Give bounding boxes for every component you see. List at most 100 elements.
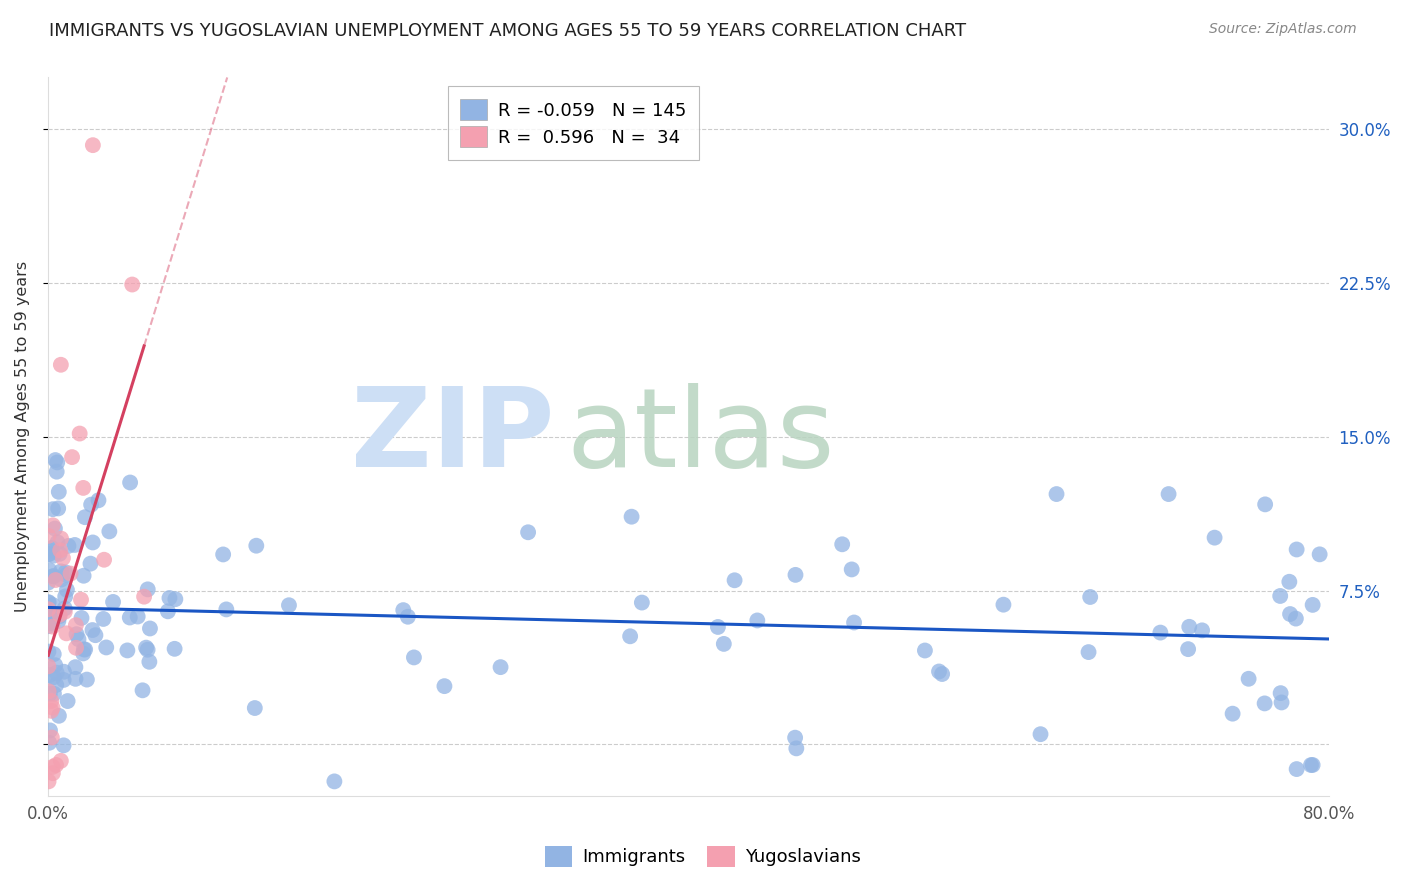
Point [75,642,97,657]
Point [44,658,66,673]
Point [1299,758,1322,772]
Point [1270,695,1292,709]
Point [37,644,59,658]
Y-axis label: Unemployment Among Ages 55 to 59 years: Unemployment Among Ages 55 to 59 years [15,261,30,612]
Point [37,659,59,673]
Point [42,569,65,583]
Point [785,567,807,582]
Point [38,612,60,626]
Point [212,548,235,562]
Point [723,574,745,588]
Point [70,611,93,625]
Point [1191,624,1213,638]
Point [72,481,94,495]
Point [120,475,142,490]
Point [785,741,807,756]
Point [41,731,63,745]
Point [993,598,1015,612]
Point [45,678,67,692]
Point [65,672,87,686]
Point [245,539,267,553]
Point [45,665,67,680]
Point [55,568,77,582]
Point [136,582,159,597]
Legend: R = -0.059   N = 145, R =  0.596   N =  34: R = -0.059 N = 145, R = 0.596 N = 34 [447,87,699,160]
Point [489,660,512,674]
Point [1270,686,1292,700]
Point [1309,547,1331,561]
Point [49,565,72,579]
Point [44,607,66,622]
Point [46,455,69,469]
Point [82,138,104,153]
Point [38,595,60,609]
Point [1285,611,1308,625]
Point [49,532,72,546]
Point [631,596,654,610]
Point [1285,762,1308,776]
Point [402,650,425,665]
Point [67,632,90,647]
Point [39,723,62,738]
Point [48,708,70,723]
Point [37,529,59,543]
Text: IMMIGRANTS VS YUGOSLAVIAN UNEMPLOYMENT AMONG AGES 55 TO 59 YEARS CORRELATION CHA: IMMIGRANTS VS YUGOSLAVIAN UNEMPLOYMENT A… [49,22,966,40]
Point [56,582,79,597]
Point [73,510,96,524]
Point [65,618,87,632]
Point [127,609,149,624]
Point [136,642,159,657]
Point [39,616,62,631]
Point [48,547,70,561]
Point [93,553,115,567]
Point [45,758,67,772]
Point [139,622,162,636]
Point [53,665,76,679]
Point [87,493,110,508]
Point [65,640,87,655]
Point [38,563,60,577]
Point [46,535,69,549]
Point [55,626,77,640]
Point [118,610,141,624]
Point [58,539,80,553]
Point [1222,706,1244,721]
Point [163,641,186,656]
Point [841,562,863,576]
Point [73,642,96,657]
Point [41,620,63,634]
Point [1237,672,1260,686]
Point [38,736,60,750]
Point [42,549,65,563]
Point [48,614,70,628]
Point [42,518,65,533]
Point [37,605,59,619]
Point [79,557,101,571]
Point [53,605,76,619]
Point [396,609,419,624]
Point [84,628,107,642]
Point [69,426,91,441]
Point [96,640,118,655]
Legend: Immigrants, Yugoslavians: Immigrants, Yugoslavians [537,838,869,874]
Point [70,592,93,607]
Point [243,701,266,715]
Point [51,573,73,587]
Point [1029,727,1052,741]
Point [517,525,540,540]
Text: Source: ZipAtlas.com: Source: ZipAtlas.com [1209,22,1357,37]
Point [42,687,65,701]
Point [42,670,65,684]
Point [41,760,63,774]
Point [37,619,59,633]
Point [1078,590,1101,604]
Point [156,604,179,618]
Point [39,543,62,558]
Point [49,358,72,372]
Point [121,277,143,292]
Point [117,643,139,657]
Point [1302,758,1324,772]
Point [38,612,60,626]
Point [1077,645,1099,659]
Point [72,647,94,661]
